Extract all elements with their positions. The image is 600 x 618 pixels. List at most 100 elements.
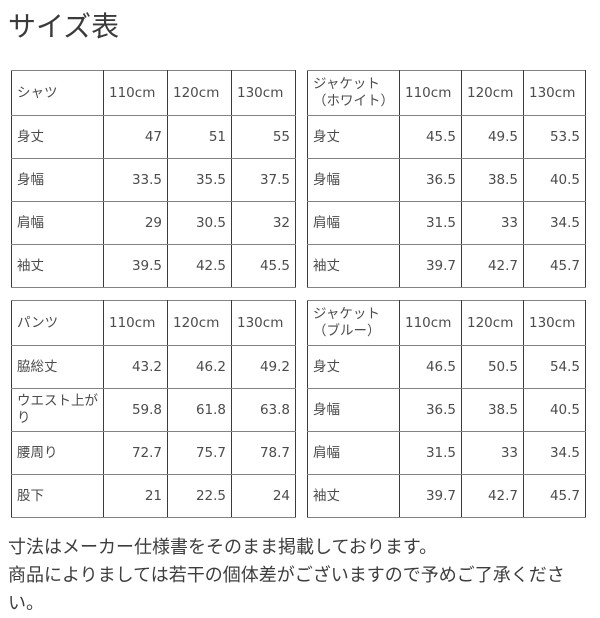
size-table-jacket-blue: ジャケット （ブルー） 110cm 120cm 130cm 身丈 46.5 50…	[307, 300, 586, 518]
cell-value: 36.5	[399, 158, 462, 202]
table-row: 股下 21 22.5 24	[11, 474, 296, 518]
size-table-jacket-white: ジャケット （ホワイト） 110cm 120cm 130cm 身丈 45.5 4…	[307, 70, 586, 288]
cell-value: 55	[231, 115, 296, 159]
footer-notes: 寸法はメーカー仕様書をそのまま掲載しております。 商品によりましては若干の個体差…	[8, 534, 592, 618]
footer-note-line: 商品によりましては若干の個体差がございますので予めご了承ください。	[8, 565, 565, 614]
cell-value: 42.5	[167, 244, 232, 288]
column-header: 110cm	[103, 300, 168, 346]
cell-value: 31.5	[399, 201, 462, 245]
cell-value: 29	[103, 201, 168, 245]
cell-value: 21	[103, 474, 168, 518]
cell-value: 75.7	[167, 431, 232, 475]
column-header: 130cm	[523, 300, 586, 346]
cell-value: 49.2	[231, 345, 296, 389]
table-title-cell: シャツ	[11, 70, 104, 116]
row-label: 脇総丈	[11, 345, 104, 389]
column-header: 130cm	[231, 300, 296, 346]
column-header: 120cm	[167, 300, 232, 346]
table-row: 脇総丈 43.2 46.2 49.2	[11, 345, 296, 389]
table-row: 身幅 36.5 38.5 40.5	[307, 388, 586, 432]
cell-value: 36.5	[399, 388, 462, 432]
cell-value: 49.5	[461, 115, 524, 159]
footer-note-line: 寸法はメーカー仕様書をそのまま掲載しております。	[8, 537, 438, 558]
cell-value: 78.7	[231, 431, 296, 475]
row-label: 身幅	[11, 158, 104, 202]
cell-value: 33	[461, 201, 524, 245]
cell-value: 30.5	[167, 201, 232, 245]
size-table-pants: パンツ 110cm 120cm 130cm 脇総丈 43.2 46.2 49.2…	[11, 300, 296, 518]
cell-value: 39.5	[103, 244, 168, 288]
cell-value: 37.5	[231, 158, 296, 202]
column-header: 120cm	[461, 70, 524, 116]
table-row: ウエスト上がり 59.8 61.8 63.8	[11, 388, 296, 432]
size-table-shirt: シャツ 110cm 120cm 130cm 身丈 47 51 55 身幅 33.…	[11, 70, 296, 288]
row-label: 袖丈	[307, 244, 400, 288]
cell-value: 40.5	[523, 158, 586, 202]
row-label: 身幅	[307, 158, 400, 202]
table-row: 身幅 36.5 38.5 40.5	[307, 158, 586, 202]
cell-value: 39.7	[399, 244, 462, 288]
table-row: 身丈 46.5 50.5 54.5	[307, 345, 586, 389]
cell-value: 45.7	[523, 244, 586, 288]
cell-value: 63.8	[231, 388, 296, 432]
cell-value: 35.5	[167, 158, 232, 202]
cell-value: 42.7	[461, 474, 524, 518]
row-label: 身幅	[307, 388, 400, 432]
table-title-cell: ジャケット （ブルー）	[307, 300, 400, 346]
cell-value: 45.7	[523, 474, 586, 518]
cell-value: 59.8	[103, 388, 168, 432]
cell-value: 46.5	[399, 345, 462, 389]
table-row: 身丈 47 51 55	[11, 115, 296, 159]
column-header: 120cm	[167, 70, 232, 116]
cell-value: 50.5	[461, 345, 524, 389]
table-row: 肩幅 29 30.5 32	[11, 201, 296, 245]
cell-value: 22.5	[167, 474, 232, 518]
cell-value: 51	[167, 115, 232, 159]
table-row: 袖丈 39.5 42.5 45.5	[11, 244, 296, 288]
table-title-cell: ジャケット （ホワイト）	[307, 70, 400, 116]
column-header: 120cm	[461, 300, 524, 346]
column-header: 110cm	[399, 300, 462, 346]
cell-value: 72.7	[103, 431, 168, 475]
page-title: サイズ表	[8, 10, 120, 43]
row-label: 身丈	[11, 115, 104, 159]
table-row: 身丈 45.5 49.5 53.5	[307, 115, 586, 159]
cell-value: 39.7	[399, 474, 462, 518]
column-header: 130cm	[523, 70, 586, 116]
column-header: 130cm	[231, 70, 296, 116]
cell-value: 38.5	[461, 158, 524, 202]
cell-value: 43.2	[103, 345, 168, 389]
row-label: 股下	[11, 474, 104, 518]
cell-value: 45.5	[231, 244, 296, 288]
cell-value: 53.5	[523, 115, 586, 159]
row-label: 肩幅	[307, 431, 400, 475]
row-label: 腰周り	[11, 431, 104, 475]
table-row: 腰周り 72.7 75.7 78.7	[11, 431, 296, 475]
table-row: 肩幅 31.5 33 34.5	[307, 431, 586, 475]
table-title-cell: パンツ	[11, 300, 104, 346]
column-header: 110cm	[103, 70, 168, 116]
cell-value: 42.7	[461, 244, 524, 288]
cell-value: 40.5	[523, 388, 586, 432]
row-label: 肩幅	[307, 201, 400, 245]
cell-value: 54.5	[523, 345, 586, 389]
cell-value: 45.5	[399, 115, 462, 159]
cell-value: 31.5	[399, 431, 462, 475]
cell-value: 46.2	[167, 345, 232, 389]
cell-value: 24	[231, 474, 296, 518]
size-tables-grid: シャツ 110cm 120cm 130cm 身丈 47 51 55 身幅 33.…	[11, 70, 592, 518]
column-header: 110cm	[399, 70, 462, 116]
table-header-row: ジャケット （ホワイト） 110cm 120cm 130cm	[307, 70, 586, 116]
cell-value: 61.8	[167, 388, 232, 432]
cell-value: 47	[103, 115, 168, 159]
row-label: 袖丈	[11, 244, 104, 288]
row-label: ウエスト上がり	[11, 388, 104, 432]
cell-value: 33.5	[103, 158, 168, 202]
table-row: 肩幅 31.5 33 34.5	[307, 201, 586, 245]
cell-value: 33	[461, 431, 524, 475]
row-label: 身丈	[307, 345, 400, 389]
cell-value: 38.5	[461, 388, 524, 432]
row-label: 身丈	[307, 115, 400, 159]
table-row: 袖丈 39.7 42.7 45.7	[307, 474, 586, 518]
table-header-row: シャツ 110cm 120cm 130cm	[11, 70, 296, 116]
